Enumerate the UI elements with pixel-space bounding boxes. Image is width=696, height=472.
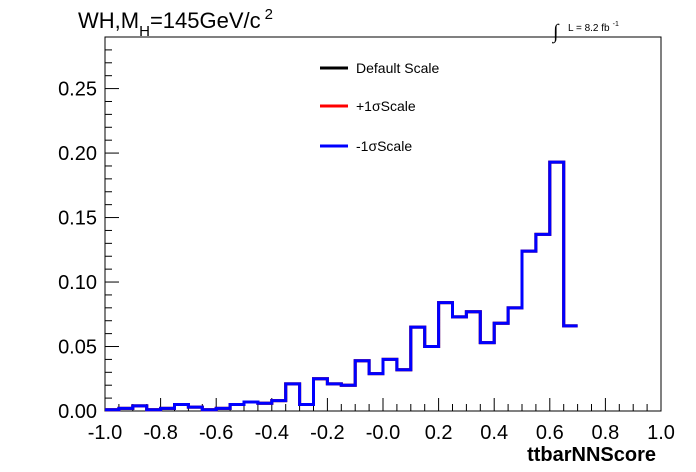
series-line-1 xyxy=(105,160,578,412)
x-tick-label: 0.4 xyxy=(480,422,508,444)
x-tick-label: 0.6 xyxy=(536,422,564,444)
y-tick-label: 0.05 xyxy=(58,337,97,359)
x-tick-label: 0.2 xyxy=(425,422,453,444)
x-tick-label: -0.6 xyxy=(199,422,233,444)
series-line-2 xyxy=(105,160,578,412)
x-axis-title: ttbarNNScore xyxy=(527,444,656,466)
y-axis: 0.00 0.05 0.10 0.15 0.20 0.25 xyxy=(58,36,119,423)
x-tick-label: 0.8 xyxy=(591,422,619,444)
legend-label: Default Scale xyxy=(356,60,439,76)
x-tick-label: -1.0 xyxy=(88,422,122,444)
y-tick-label: 0.15 xyxy=(58,208,97,230)
x-tick-label: -0.4 xyxy=(255,422,289,444)
x-axis: -1.0 -0.8 -0.6 -0.4 -0.2 -0.0 0.2 0.4 0.6 0.8 1.0 xyxy=(88,398,675,444)
series-line-0 xyxy=(105,160,578,412)
x-tick-label: -0.0 xyxy=(366,422,400,444)
x-tick-label: -0.2 xyxy=(310,422,344,444)
histogram-series xyxy=(105,160,578,412)
legend-label: -1σScale xyxy=(356,138,412,154)
legend: Default Scale +1σScale -1σScale xyxy=(320,60,439,154)
y-tick-label: 0.25 xyxy=(58,79,97,101)
legend-label: +1σScale xyxy=(356,98,416,114)
x-tick-label: -0.8 xyxy=(143,422,177,444)
y-tick-label: 0.10 xyxy=(58,272,97,294)
integral-symbol: ∫ xyxy=(551,21,560,44)
plot-frame xyxy=(104,36,662,412)
chart-title: WH,MH=145GeV/c 2 xyxy=(78,6,273,40)
y-tick-label: 0.20 xyxy=(58,143,97,165)
x-tick-label: 1.0 xyxy=(647,422,675,444)
y-tick-label: 0.00 xyxy=(58,401,97,423)
luminosity-label: L = 8.2 fb -1 xyxy=(568,21,619,34)
